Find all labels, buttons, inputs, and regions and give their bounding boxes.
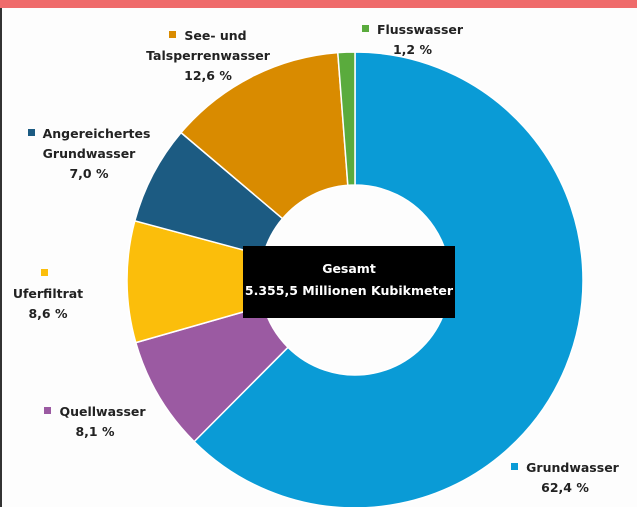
legend-name: Quellwasser xyxy=(59,404,146,419)
value-label: 7,0 % xyxy=(69,166,109,181)
legend-name-row: Angereichertes Grundwasser xyxy=(14,124,164,164)
center-subtitle: 5.355,5 Millionen Kubikmeter xyxy=(244,283,454,298)
legend-name-row: Quellwasser xyxy=(35,402,155,422)
legend-label: See- und Talsperrenwasser 12,6 % xyxy=(128,26,288,86)
donut-slice xyxy=(337,51,356,187)
top-bar xyxy=(0,0,637,8)
value-label: 8,6 % xyxy=(28,306,68,321)
legend-name: Angereichertes Grundwasser xyxy=(42,126,151,161)
value-label: 8,1 % xyxy=(75,424,115,439)
center-title: Gesamt xyxy=(322,261,376,276)
legend-label: Uferfiltrat 8,6 % xyxy=(8,264,88,324)
legend-swatch xyxy=(361,25,369,32)
legend-name: Flusswasser xyxy=(376,22,464,37)
donut-slice xyxy=(179,51,349,220)
center-box xyxy=(243,246,455,318)
legend-name: Uferfiltrat xyxy=(12,286,84,301)
legend-name: See- und Talsperrenwasser xyxy=(146,28,270,63)
legend-label: Grundwasser 62,4 % xyxy=(505,458,625,498)
legend-swatch xyxy=(511,463,519,470)
legend-label: Flusswasser 1,2 % xyxy=(350,20,475,60)
left-border xyxy=(0,8,2,507)
legend-name-row: Uferfiltrat xyxy=(8,264,88,304)
legend-swatch xyxy=(44,407,52,414)
legend-name-row: Flusswasser xyxy=(350,20,475,40)
legend-swatch xyxy=(169,31,177,38)
legend-name: Grundwasser xyxy=(526,460,619,475)
legend-label: Quellwasser 8,1 % xyxy=(35,402,155,442)
value-label: 62,4 % xyxy=(541,480,589,495)
value-label: 1,2 % xyxy=(392,42,433,57)
legend-name-row: See- und Talsperrenwasser xyxy=(128,26,288,66)
legend-swatch xyxy=(27,129,35,136)
legend-swatch xyxy=(40,269,48,276)
legend-name-row: Grundwasser xyxy=(505,458,625,478)
legend-label: Angereichertes Grundwasser 7,0 % xyxy=(14,124,164,184)
value-label: 12,6 % xyxy=(184,68,232,83)
